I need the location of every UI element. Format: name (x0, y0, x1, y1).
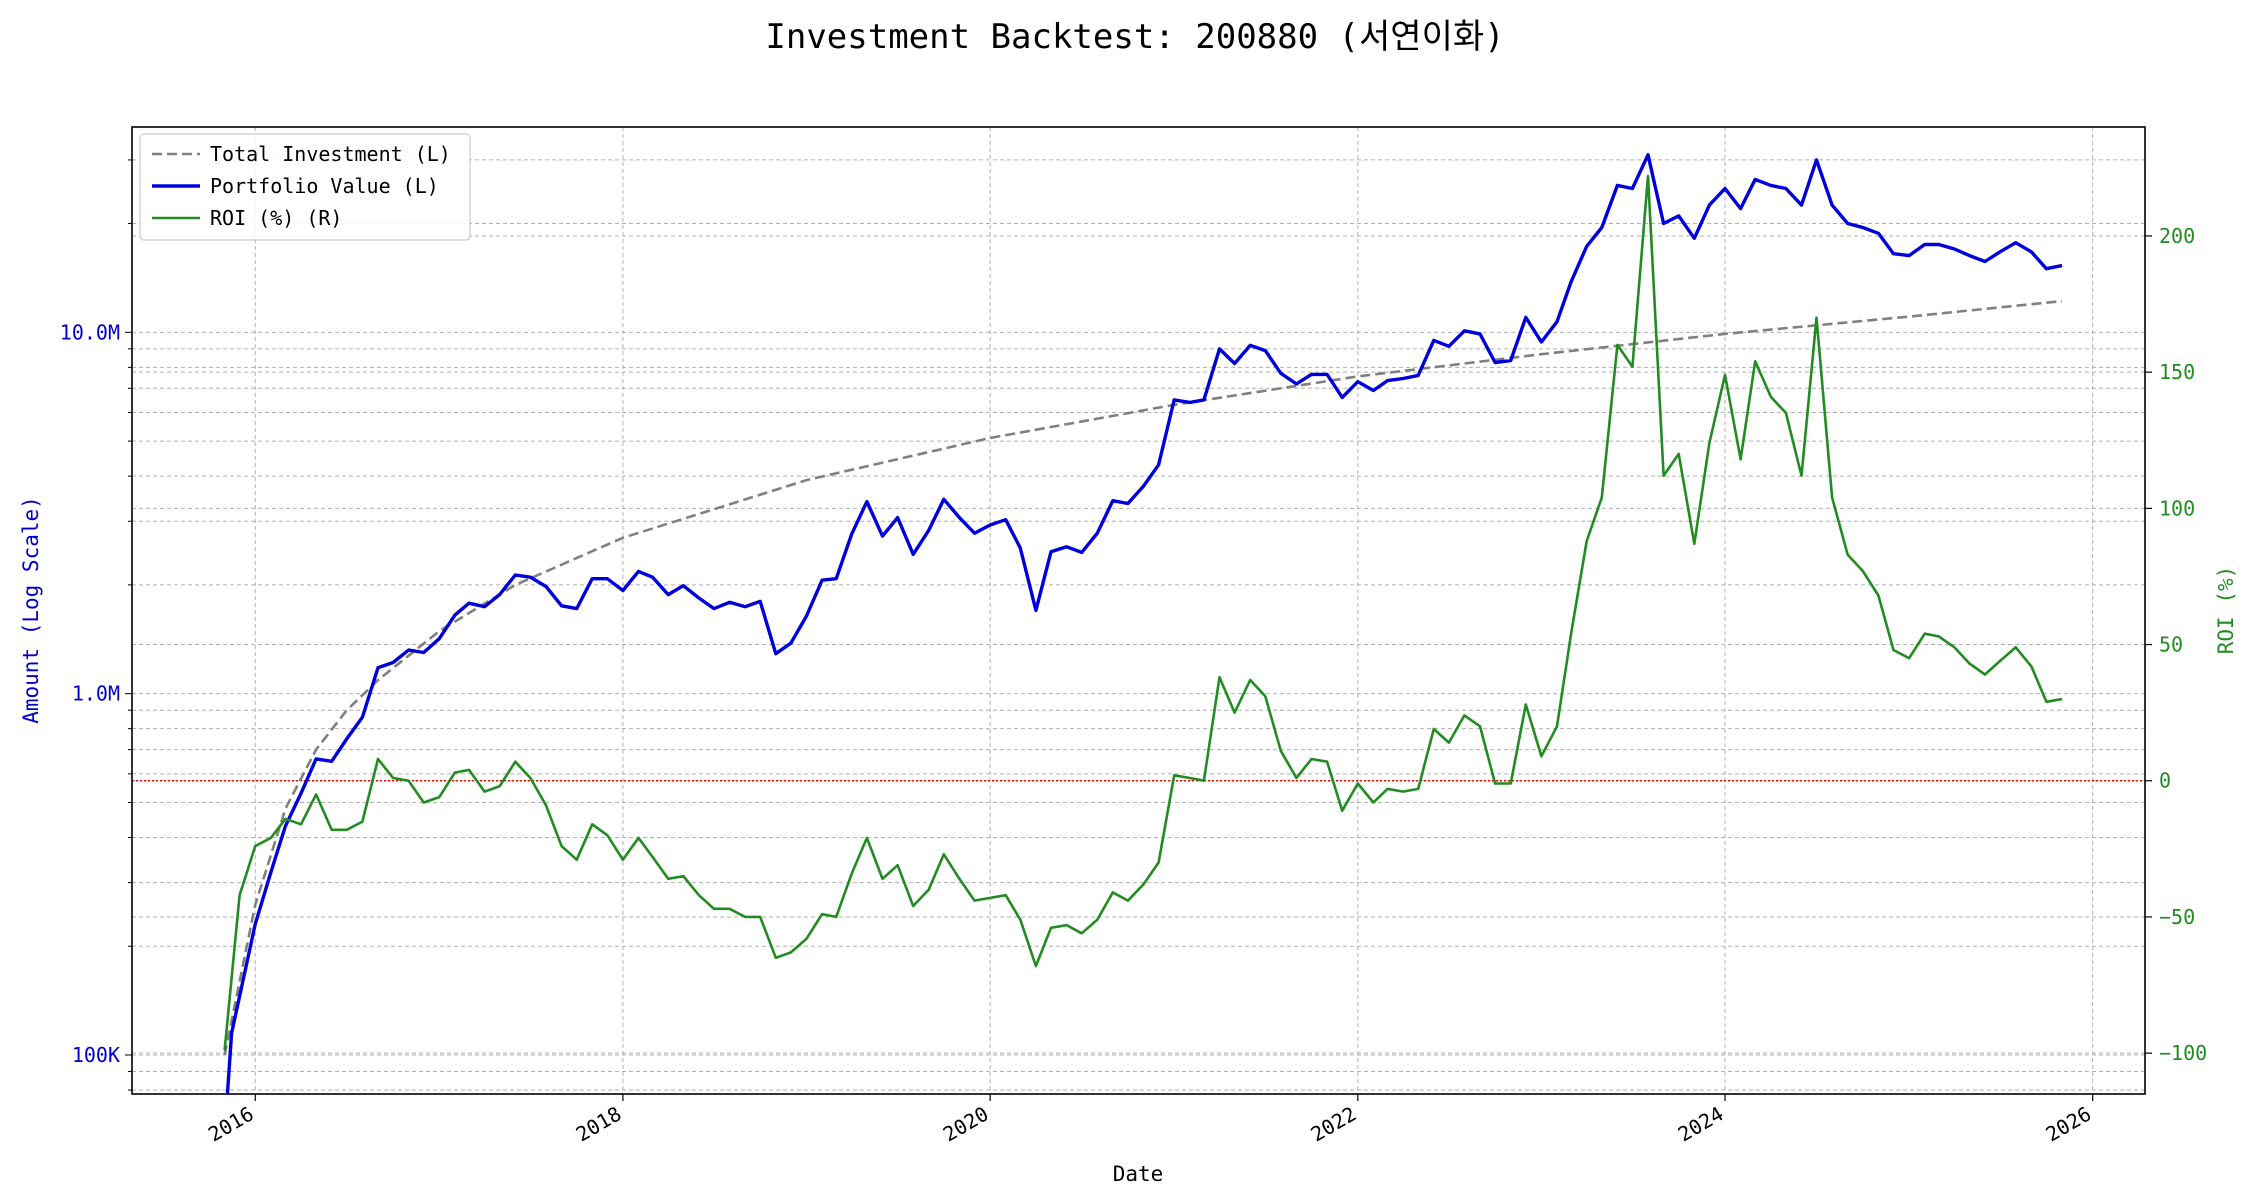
legend-label: ROI (%) (R) (210, 206, 342, 230)
y-right-tick-label: 200 (2159, 224, 2195, 248)
x-tick-label: 2016 (204, 1102, 258, 1147)
series-line-total-investment-l (223, 299, 2063, 1056)
x-tick-label: 2026 (2041, 1102, 2095, 1147)
y-left-axis-label: Amount (Log Scale) (19, 496, 43, 724)
series-line-roi-r (223, 174, 2063, 1051)
x-tick-label: 2018 (572, 1102, 626, 1147)
x-tick-label: 2022 (1307, 1102, 1361, 1147)
axis-layer: 2016 2018 2020 2022 2024 2026 100K 1.0M 10.0M −10… (60, 159, 2207, 1147)
series-line-portfolio-value-l (225, 153, 2063, 1094)
legend-label: Portfolio Value (L) (210, 174, 439, 198)
grid-layer (132, 127, 2145, 1094)
legend: Total Investment (L) Portfolio Value (L) R… (139, 133, 471, 241)
y-right-tick-label: 100 (2159, 496, 2195, 520)
y-right-tick-label: −50 (2159, 905, 2195, 929)
legend-label: Total Investment (L) (210, 142, 451, 166)
y-right-tick-label: 150 (2159, 360, 2195, 384)
plot-frame (131, 126, 2146, 1095)
chart-title: Investment Backtest: 200880 (서연이화) (765, 17, 1504, 57)
series-layer (223, 153, 2063, 1094)
y-left-tick-label: 1.0M (72, 682, 120, 706)
y-right-tick-label: 50 (2159, 633, 2183, 657)
y-right-tick-label: −100 (2159, 1041, 2207, 1065)
x-tick-label: 2024 (1674, 1102, 1728, 1147)
x-tick-label: 2020 (939, 1102, 993, 1147)
legend-box (139, 133, 471, 241)
y-right-axis-label: ROI (%) (2214, 566, 2238, 655)
y-right-tick-label: 0 (2159, 769, 2171, 793)
y-left-tick-label: 100K (72, 1043, 120, 1067)
x-axis-label: Date (1113, 1162, 1164, 1186)
y-left-tick-label: 10.0M (60, 320, 120, 344)
